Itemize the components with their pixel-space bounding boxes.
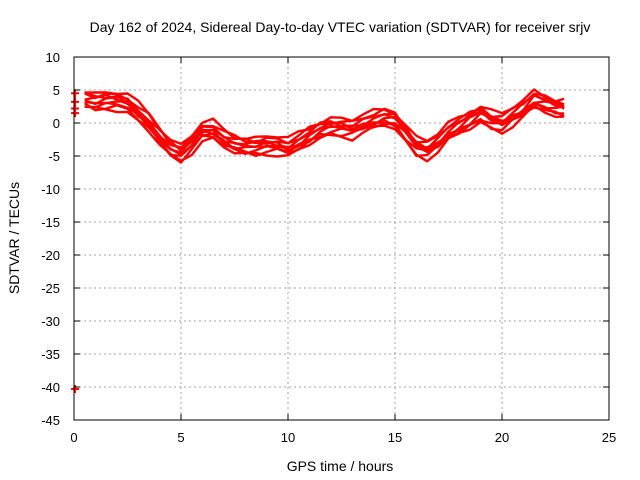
- x-tick-label: 10: [281, 430, 295, 445]
- x-tick-label: 15: [388, 430, 402, 445]
- x-tick-label: 20: [495, 430, 509, 445]
- grid-lines: [74, 57, 609, 420]
- y-tick-label: -5: [48, 149, 60, 164]
- x-tick-label: 5: [177, 430, 184, 445]
- plot-frame: [73, 56, 610, 421]
- y-tick-label: -20: [41, 248, 60, 263]
- y-tick-label: 5: [53, 83, 60, 98]
- y-tick-label: -45: [41, 413, 60, 428]
- y-tick-label: -25: [41, 281, 60, 296]
- y-tick-label: -15: [41, 215, 60, 230]
- y-tick-label: 0: [53, 116, 60, 131]
- y-tick-label: -30: [41, 314, 60, 329]
- y-tick-label: -35: [41, 347, 60, 362]
- series-track: [84, 101, 565, 157]
- x-tick-label: 0: [70, 430, 77, 445]
- y-axis-label: SDTVAR / TECUs: [6, 182, 22, 294]
- axis-ticks: 0 5 10 15 20 25 10 5 0 -5 -10 -15 -20 -25 -30 -35 -40 -45: [41, 50, 616, 445]
- x-axis-label: GPS time / hours: [287, 458, 394, 474]
- y-tick-label: -40: [41, 380, 60, 395]
- chart-title: Day 162 of 2024, Sidereal Day-to-day VTE…: [90, 19, 591, 35]
- series-track: [84, 94, 565, 154]
- y-tick-label: -10: [41, 182, 60, 197]
- outlier-point: [71, 384, 80, 393]
- data-series: [71, 88, 565, 393]
- x-tick-label: 25: [602, 430, 616, 445]
- y-tick-label: 10: [46, 50, 60, 65]
- series-track: [84, 88, 565, 146]
